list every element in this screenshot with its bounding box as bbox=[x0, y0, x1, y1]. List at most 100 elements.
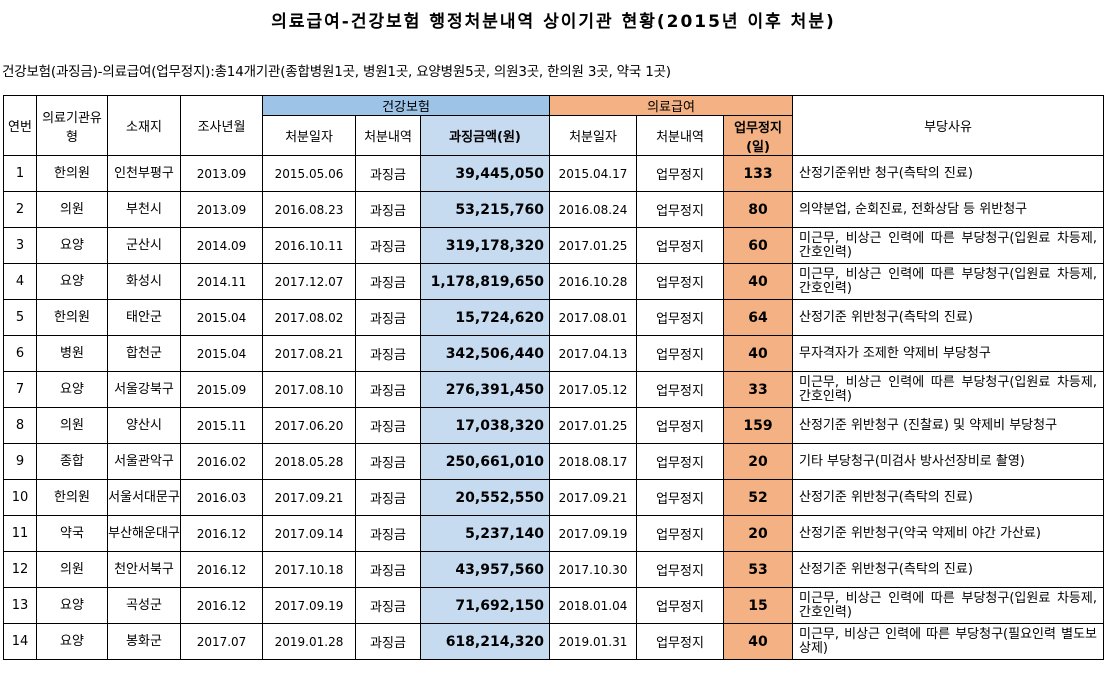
table-row: 11 약국 부산해운대구 2016.12 2017.09.14 과징금 5,237,140 2… bbox=[3, 515, 1104, 552]
cell-institution-type: 요양 bbox=[36, 623, 108, 660]
cell-medical-disposal-action: 업무정지 bbox=[636, 155, 724, 192]
cell-no: 11 bbox=[3, 515, 37, 552]
cell-health-disposal-action: 과징금 bbox=[355, 515, 421, 552]
table-row: 4 요양 화성시 2014.11 2017.12.07 과징금 1,178,819,650 2… bbox=[3, 263, 1104, 300]
header-survey-month: 조사년월 bbox=[180, 95, 263, 156]
header-health-insurance-group: 건강보험 bbox=[262, 95, 550, 116]
cell-medical-disposal-action: 업무정지 bbox=[636, 623, 724, 660]
cell-health-disposal-date: 2016.08.23 bbox=[262, 191, 356, 228]
cell-reason: 산정기준 위반청구(측탁의 진료) bbox=[792, 479, 1104, 516]
header-medical-aid-group: 의료급여 bbox=[549, 95, 793, 116]
header-penalty-amount: 과징금액(원) bbox=[420, 115, 550, 156]
table-row: 9 종합 서울관악구 2016.02 2018.05.28 과징금 250,661,010 2… bbox=[3, 443, 1104, 480]
cell-survey-month: 2014.09 bbox=[180, 227, 263, 264]
cell-medical-disposal-action: 업무정지 bbox=[636, 263, 724, 300]
cell-health-disposal-date: 2017.08.02 bbox=[262, 299, 356, 336]
cell-no: 13 bbox=[3, 587, 37, 624]
cell-location: 부산해운대구 bbox=[107, 515, 181, 552]
cell-location: 서울관악구 bbox=[107, 443, 181, 480]
cell-health-disposal-date: 2016.10.11 bbox=[262, 227, 356, 264]
cell-reason: 미근무, 비상근 인력에 따른 부당청구(입원료 차등제, 간호인력) bbox=[792, 227, 1104, 264]
cell-health-disposal-date: 2017.06.20 bbox=[262, 407, 356, 444]
cell-suspension-days: 40 bbox=[723, 335, 793, 372]
cell-no: 7 bbox=[3, 371, 37, 408]
table-row: 14 요양 봉화군 2017.07 2019.01.28 과징금 618,214,320 20… bbox=[3, 623, 1104, 660]
cell-no: 8 bbox=[3, 407, 37, 444]
cell-location: 서울서대문구 bbox=[107, 479, 181, 516]
cell-survey-month: 2016.03 bbox=[180, 479, 263, 516]
cell-medical-disposal-action: 업무정지 bbox=[636, 299, 724, 336]
cell-health-disposal-action: 과징금 bbox=[355, 155, 421, 192]
cell-penalty-amount: 250,661,010 bbox=[420, 443, 550, 480]
cell-health-disposal-action: 과징금 bbox=[355, 335, 421, 372]
cell-suspension-days: 40 bbox=[723, 623, 793, 660]
cell-survey-month: 2016.02 bbox=[180, 443, 263, 480]
table-row: 10 한의원 서울서대문구 2016.03 2017.09.21 과징금 20,552,55… bbox=[3, 479, 1104, 516]
cell-location: 부천시 bbox=[107, 191, 181, 228]
cell-no: 9 bbox=[3, 443, 37, 480]
cell-institution-type: 요양 bbox=[36, 371, 108, 408]
cell-no: 2 bbox=[3, 191, 37, 228]
cell-reason: 무자격자가 조제한 약제비 부당청구 bbox=[792, 335, 1104, 372]
cell-medical-disposal-date: 2017.09.21 bbox=[549, 479, 637, 516]
page-subtitle: 건강보험(과징금)-의료급여(업무정지):총14개기관(종합병원1곳, 병원1곳… bbox=[2, 64, 671, 80]
cell-health-disposal-date: 2015.05.06 bbox=[262, 155, 356, 192]
cell-institution-type: 의원 bbox=[36, 191, 108, 228]
table-row: 5 한의원 태안군 2015.04 2017.08.02 과징금 15,724,620 201… bbox=[3, 299, 1104, 336]
cell-health-disposal-date: 2017.09.14 bbox=[262, 515, 356, 552]
cell-no: 10 bbox=[3, 479, 37, 516]
table-row: 7 요양 서울강북구 2015.09 2017.08.10 과징금 276,391,450 2… bbox=[3, 371, 1104, 408]
cell-health-disposal-date: 2017.09.21 bbox=[262, 479, 356, 516]
table-row: 12 의원 천안서북구 2016.12 2017.10.18 과징금 43,957,560 2… bbox=[3, 551, 1104, 588]
header-reason: 부당사유 bbox=[792, 95, 1104, 156]
cell-penalty-amount: 276,391,450 bbox=[420, 371, 550, 408]
cell-health-disposal-action: 과징금 bbox=[355, 299, 421, 336]
cell-suspension-days: 15 bbox=[723, 587, 793, 624]
cell-institution-type: 의원 bbox=[36, 407, 108, 444]
cell-reason: 의약분업, 순회진료, 전화상담 등 위반청구 bbox=[792, 191, 1104, 228]
cell-no: 1 bbox=[3, 155, 37, 192]
cell-suspension-days: 60 bbox=[723, 227, 793, 264]
cell-penalty-amount: 5,237,140 bbox=[420, 515, 550, 552]
cell-medical-disposal-date: 2017.10.30 bbox=[549, 551, 637, 588]
cell-health-disposal-action: 과징금 bbox=[355, 623, 421, 660]
page-title: 의료급여-건강보험 행정처분내역 상이기관 현황(2015년 이후 처분) bbox=[271, 12, 836, 32]
cell-reason: 미근무, 비상근 인력에 따른 부당청구(필요인력 별도보상제) bbox=[792, 623, 1104, 660]
cell-health-disposal-action: 과징금 bbox=[355, 263, 421, 300]
header-suspension-days: 업무정지(일) bbox=[723, 115, 793, 156]
cell-reason: 산정기준위반 청구(측탁의 진료) bbox=[792, 155, 1104, 192]
cell-location: 태안군 bbox=[107, 299, 181, 336]
cell-health-disposal-action: 과징금 bbox=[355, 443, 421, 480]
cell-survey-month: 2015.04 bbox=[180, 299, 263, 336]
cell-no: 14 bbox=[3, 623, 37, 660]
cell-health-disposal-action: 과징금 bbox=[355, 587, 421, 624]
cell-penalty-amount: 1,178,819,650 bbox=[420, 263, 550, 300]
cell-health-disposal-action: 과징금 bbox=[355, 227, 421, 264]
cell-medical-disposal-date: 2016.08.24 bbox=[549, 191, 637, 228]
cell-health-disposal-date: 2017.08.21 bbox=[262, 335, 356, 372]
cell-no: 4 bbox=[3, 263, 37, 300]
cell-suspension-days: 64 bbox=[723, 299, 793, 336]
cell-reason: 산정기준 위반청구(측탁의 진료) bbox=[792, 551, 1104, 588]
cell-suspension-days: 80 bbox=[723, 191, 793, 228]
cell-no: 6 bbox=[3, 335, 37, 372]
header-institution-type: 의료기관유형 bbox=[36, 95, 108, 156]
cell-medical-disposal-action: 업무정지 bbox=[636, 407, 724, 444]
table-row: 3 요양 군산시 2014.09 2016.10.11 과징금 319,178,320 201… bbox=[3, 227, 1104, 264]
header-medical-disposal-date: 처분일자 bbox=[549, 115, 637, 156]
cell-location: 화성시 bbox=[107, 263, 181, 300]
cell-survey-month: 2016.12 bbox=[180, 587, 263, 624]
cell-suspension-days: 53 bbox=[723, 551, 793, 588]
table-row: 13 요양 곡성군 2016.12 2017.09.19 과징금 71,692,150 201… bbox=[3, 587, 1104, 624]
cell-health-disposal-action: 과징금 bbox=[355, 191, 421, 228]
cell-penalty-amount: 319,178,320 bbox=[420, 227, 550, 264]
cell-institution-type: 종합 bbox=[36, 443, 108, 480]
header-no: 연번 bbox=[3, 95, 37, 156]
cell-location: 봉화군 bbox=[107, 623, 181, 660]
cell-reason: 산정기준 위반청구(측탁의 진료) bbox=[792, 299, 1104, 336]
cell-medical-disposal-date: 2019.01.31 bbox=[549, 623, 637, 660]
cell-institution-type: 요양 bbox=[36, 587, 108, 624]
cell-medical-disposal-action: 업무정지 bbox=[636, 443, 724, 480]
cell-medical-disposal-action: 업무정지 bbox=[636, 587, 724, 624]
cell-suspension-days: 20 bbox=[723, 515, 793, 552]
